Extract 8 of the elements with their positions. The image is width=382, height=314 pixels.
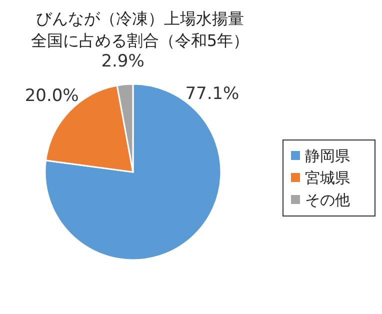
legend-label: 宮城県 [305, 169, 350, 187]
legend-label: その他 [305, 191, 350, 209]
data-label: 20.0% [24, 86, 79, 106]
chart-title: びんなが（冷凍）上場水揚量 [36, 9, 244, 28]
data-label: 77.1% [185, 84, 240, 104]
chart-subtitle: 全国に占める割合（令和5年） [30, 31, 250, 50]
legend-label: 静岡県 [305, 147, 350, 165]
data-label: 2.9% [101, 51, 144, 72]
